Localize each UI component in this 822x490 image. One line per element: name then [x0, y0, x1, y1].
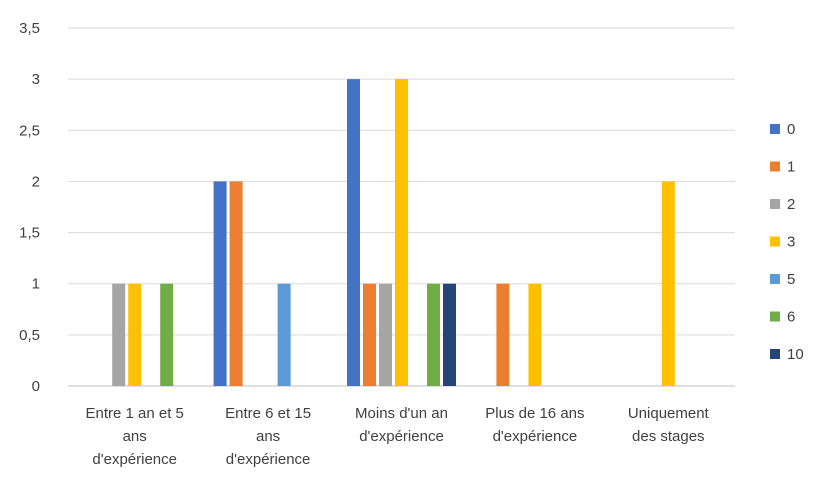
legend-label: 1	[787, 159, 795, 176]
x-category-label: Uniquement des stages	[628, 405, 710, 445]
legend-swatch	[770, 161, 780, 172]
bar-series-1	[363, 283, 376, 386]
legend-swatch	[770, 274, 780, 284]
legend-label: 0	[787, 121, 795, 138]
legend: 0 1 2 3 5 6 10	[770, 121, 804, 363]
x-category-label: Plus de 16 ans d'expérience	[485, 405, 584, 445]
bar-series-1	[496, 283, 510, 386]
x-category-label: Entre 6 et 15 ans d'expérience	[225, 405, 311, 468]
bars	[112, 79, 675, 387]
y-tick-label: 2,5	[19, 122, 40, 139]
legend-label: 6	[787, 309, 795, 326]
y-tick-label: 0,5	[19, 327, 40, 344]
y-tick-label: 3,5	[19, 20, 40, 37]
legend-label: 10	[787, 346, 804, 363]
x-category-label: Moins d'un an d'expérience	[355, 405, 448, 445]
legend-label: 5	[787, 271, 795, 288]
x-category-label: Entre 1 an et 5 ans d'expérience	[85, 405, 183, 468]
bar-series-6	[427, 283, 440, 386]
y-axis-ticks: 0 0,5 1 1,5 2 2,5 3 3,5	[19, 20, 40, 395]
y-tick-label: 0	[32, 378, 40, 395]
y-tick-label: 1	[32, 276, 40, 293]
legend-swatch	[770, 124, 780, 134]
bar-series-5	[277, 283, 291, 386]
y-tick-label: 2	[32, 173, 40, 190]
y-tick-label: 1,5	[19, 225, 40, 242]
legend-swatch	[770, 236, 780, 247]
bar-series-3	[528, 283, 542, 386]
bar-series-10	[443, 283, 456, 386]
bar-series-6	[160, 283, 174, 386]
bar-series-3	[395, 79, 408, 387]
legend-label: 2	[787, 196, 795, 213]
legend-swatch	[770, 199, 780, 209]
bar-series-0	[347, 79, 360, 387]
y-tick-label: 3	[32, 71, 40, 88]
bar-series-2	[112, 283, 126, 386]
bar-series-2	[379, 283, 392, 386]
bar-series-0	[213, 181, 227, 386]
x-axis-categories: Entre 1 an et 5 ans d'expérience Entre 6 et…	[85, 405, 709, 468]
bar-series-3	[128, 283, 142, 386]
bar-series-3	[661, 181, 675, 386]
legend-swatch	[770, 349, 780, 359]
legend-swatch	[770, 311, 780, 322]
legend-label: 3	[787, 234, 795, 251]
bar-series-1	[229, 181, 243, 386]
